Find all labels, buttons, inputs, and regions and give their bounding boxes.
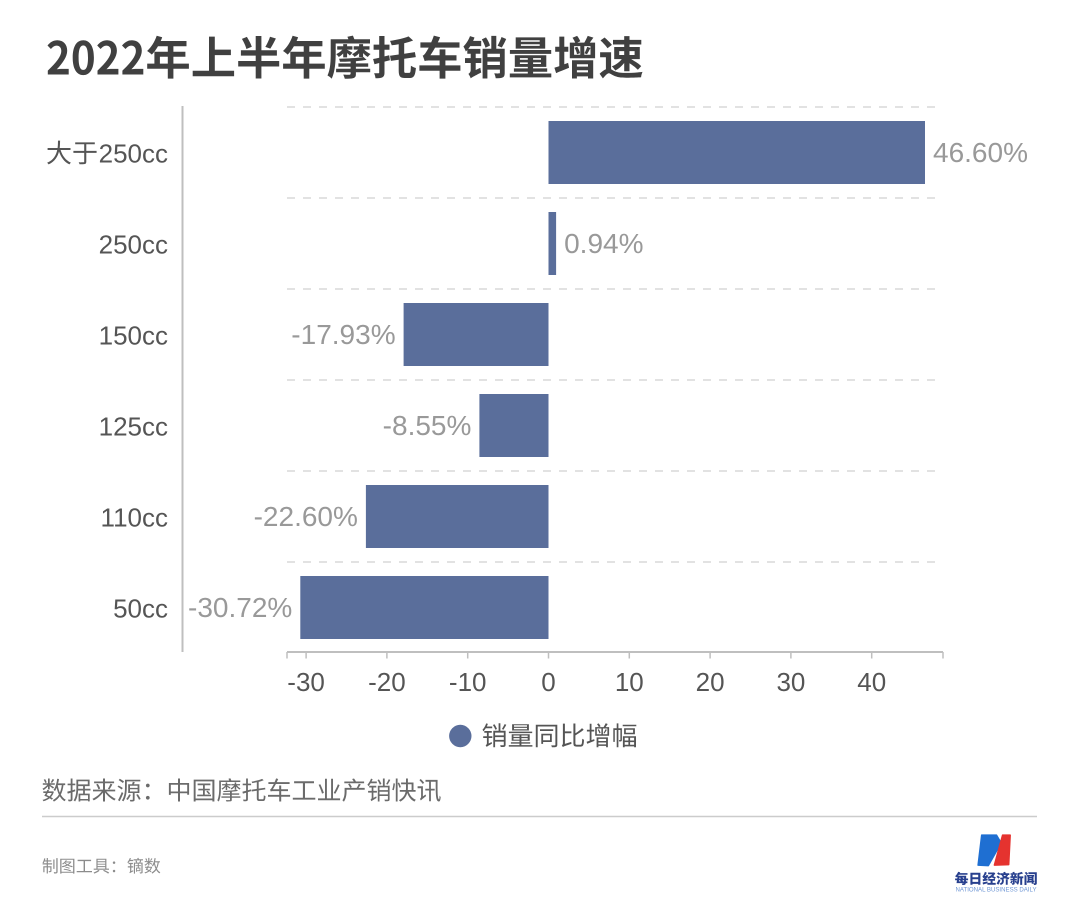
svg-text:40: 40 [857, 667, 886, 697]
svg-text:-30: -30 [287, 667, 325, 697]
svg-text:46.60%: 46.60% [933, 137, 1028, 168]
svg-text:0: 0 [541, 667, 555, 697]
svg-text:30: 30 [776, 667, 805, 697]
svg-text:-30.72%: -30.72% [188, 592, 292, 623]
svg-text:250cc: 250cc [99, 138, 168, 168]
svg-text:NATIONAL BUSINESS DAILY: NATIONAL BUSINESS DAILY [956, 886, 1037, 893]
svg-text:0.94%: 0.94% [564, 228, 643, 259]
svg-text:-8.55%: -8.55% [383, 410, 472, 441]
svg-text:50cc: 50cc [113, 593, 168, 623]
svg-text:125cc: 125cc [99, 411, 168, 441]
svg-text:250cc: 250cc [99, 229, 168, 259]
svg-text:110cc: 110cc [101, 502, 168, 532]
svg-text:-22.60%: -22.60% [254, 501, 358, 532]
svg-text:-17.93%: -17.93% [291, 319, 395, 350]
svg-text:-20: -20 [368, 667, 406, 697]
svg-text:10: 10 [615, 667, 644, 697]
svg-text:-10: -10 [449, 667, 487, 697]
svg-text:150cc: 150cc [99, 320, 168, 350]
svg-text:20: 20 [696, 667, 725, 697]
